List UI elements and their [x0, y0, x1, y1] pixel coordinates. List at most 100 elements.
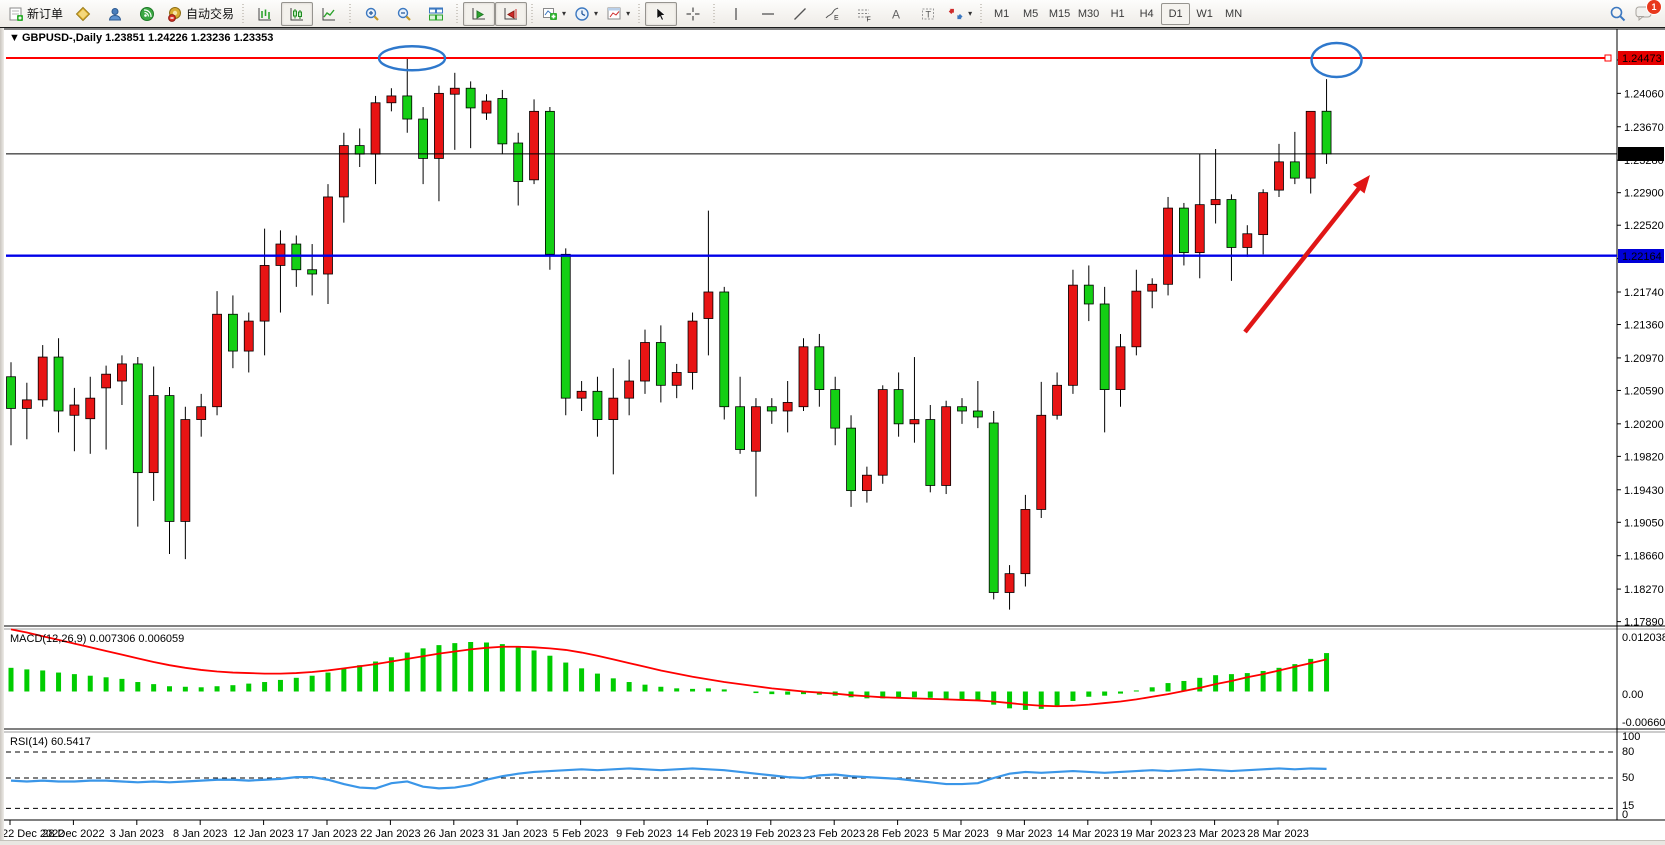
indicators-button[interactable]: ▾	[538, 2, 570, 26]
candle	[53, 356, 64, 412]
candle	[307, 269, 318, 275]
date-label: 28 Mar 2023	[1247, 828, 1309, 840]
candle	[972, 410, 983, 418]
zoom-in-icon	[365, 7, 379, 21]
timeframe-toolbar: M1 M5 M15 M30 H1 H4 D1 W1 MN	[987, 2, 1248, 25]
candle	[1068, 284, 1078, 386]
timeframe-button-mn[interactable]: MN	[1225, 7, 1243, 20]
line-chart-button[interactable]	[313, 2, 345, 26]
chart-menu-triangle-icon[interactable]: ▼	[9, 32, 20, 44]
date-label: 28 Dec 2022	[42, 828, 104, 840]
signals-button[interactable]	[131, 2, 163, 26]
chart-area[interactable]: 1.244501.240601.236701.232801.229001.225…	[0, 28, 1665, 845]
trendline-button[interactable]	[784, 2, 816, 26]
timeframe-button-d1[interactable]: D1	[1161, 2, 1191, 25]
fibonacci-button[interactable]: F	[848, 2, 880, 26]
candle	[481, 100, 492, 114]
toolbar-grip	[637, 3, 643, 24]
up-trend-arrow[interactable]	[1243, 185, 1362, 334]
notifications-button[interactable]: 1	[1635, 0, 1662, 23]
timeframe-button-m5[interactable]: M5	[1022, 7, 1039, 20]
candle	[69, 404, 80, 416]
cursor-button[interactable]	[645, 1, 678, 26]
tile-windows-icon	[429, 7, 444, 20]
arrows-shapes-button[interactable]: ▾	[944, 2, 976, 26]
bar-chart-icon	[258, 7, 272, 20]
toolbar-grip	[455, 3, 461, 24]
templates-button[interactable]: ▾	[602, 2, 634, 26]
candle	[449, 87, 460, 95]
templates-icon	[607, 7, 621, 19]
up-trend-arrow-head[interactable]	[1353, 175, 1370, 194]
candle	[1321, 110, 1332, 155]
candle	[640, 342, 650, 382]
candle	[1242, 233, 1253, 248]
january-top-circle[interactable]	[377, 45, 447, 72]
fibonacci-icon: F	[858, 9, 871, 22]
text-label-button[interactable]: T	[912, 2, 944, 26]
candle	[180, 419, 191, 522]
market-watch-button[interactable]	[99, 2, 131, 26]
crosshair-button[interactable]	[677, 2, 709, 26]
candle	[798, 346, 809, 408]
rsi-axis-label: 15	[1622, 800, 1634, 812]
candle	[227, 313, 238, 352]
candlestick-chart-button[interactable]	[281, 1, 314, 26]
candle	[1131, 290, 1142, 348]
march-top-circle[interactable]	[1310, 41, 1363, 79]
candle	[751, 406, 761, 452]
text-button[interactable]: A	[880, 2, 912, 26]
chevron-down-icon: ▾	[968, 9, 973, 18]
candle	[893, 389, 904, 425]
date-label: 19 Feb 2023	[740, 828, 802, 840]
channel-button[interactable]: E	[816, 2, 848, 26]
candle	[1210, 199, 1221, 206]
timeframe-button-m1[interactable]: M1	[993, 7, 1010, 20]
price-tick-label: 1.19430	[1624, 485, 1664, 497]
timeframe-button-m15[interactable]: M15	[1048, 7, 1071, 20]
zoom-out-button[interactable]	[388, 2, 420, 26]
timeframe-button-h4[interactable]: H4	[1139, 7, 1154, 20]
candle	[418, 118, 429, 159]
timeframe-button-w1[interactable]: W1	[1196, 7, 1213, 20]
price-tick-label: 1.22900	[1624, 188, 1664, 200]
candle	[624, 380, 635, 399]
chart-profile-button[interactable]	[67, 2, 99, 26]
support-price-badge	[1618, 249, 1664, 263]
zoom-in-button[interactable]	[356, 2, 388, 26]
price-tick-label: 1.22520	[1624, 220, 1664, 232]
candle	[101, 373, 111, 389]
candle	[434, 92, 444, 159]
bar-chart-button[interactable]	[249, 2, 281, 26]
candlestick-chart-icon	[290, 7, 304, 20]
price-tick-label: 1.23670	[1624, 122, 1664, 134]
candle	[1147, 283, 1158, 292]
tile-windows-button[interactable]	[420, 2, 452, 26]
date-label: 22 Dec 2022	[2, 828, 64, 840]
candle	[513, 142, 524, 182]
search-icon[interactable]	[1609, 5, 1627, 23]
candle	[545, 110, 555, 255]
periods-button[interactable]: ▾	[570, 2, 602, 26]
svg-text:T: T	[926, 9, 932, 19]
autotrade-button[interactable]: 自动交易	[163, 2, 238, 26]
auto-scroll-button[interactable]	[463, 1, 496, 26]
candle	[576, 390, 587, 399]
horizontal-line-button[interactable]	[752, 2, 784, 26]
macd-axis-label: -0.006603	[1622, 717, 1665, 729]
price-tick-label: 1.20590	[1624, 385, 1664, 397]
bid-price-badge-label: 1.23353	[1622, 149, 1662, 161]
timeframe-button-m30[interactable]: M30	[1077, 7, 1100, 20]
new-order-button[interactable]: 新订单	[4, 2, 67, 26]
shift-chart-icon	[504, 7, 518, 19]
candle	[1036, 414, 1047, 510]
resistance-line-anchor[interactable]	[1604, 54, 1612, 62]
vertical-line-button[interactable]	[720, 2, 752, 26]
vertical-line-icon	[735, 7, 737, 20]
shapes-icon	[948, 8, 963, 19]
timeframe-button-h1[interactable]: H1	[1110, 7, 1125, 20]
shift-chart-button[interactable]	[495, 1, 528, 26]
auto-scroll-icon	[472, 7, 486, 19]
candle	[1274, 161, 1284, 191]
svg-text:A: A	[892, 7, 900, 21]
